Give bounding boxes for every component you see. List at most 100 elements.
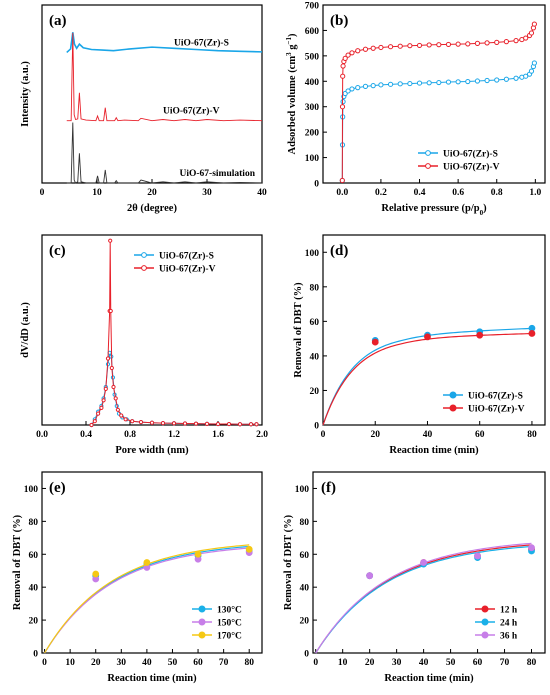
x-tick-label: 70 xyxy=(500,658,510,668)
data-point xyxy=(339,104,346,110)
panel-label: (b) xyxy=(330,13,348,29)
data-point xyxy=(378,82,384,88)
data-point xyxy=(426,42,432,48)
data-point xyxy=(342,55,348,62)
x-tick-label: 0 xyxy=(313,658,318,668)
x-tick-label: 40 xyxy=(419,658,429,668)
x-tick-label: 0.4 xyxy=(80,430,92,440)
x-tick-label: 0 xyxy=(40,188,45,198)
data-point xyxy=(215,421,221,427)
data-point xyxy=(237,422,243,427)
series-line xyxy=(66,122,263,184)
plot-frame xyxy=(312,471,546,654)
plot-frame xyxy=(41,4,263,184)
x-tick-label: 20 xyxy=(370,430,380,440)
legend-marker xyxy=(141,265,147,271)
data-point xyxy=(407,80,413,87)
y-axis-title: dV/dD (a.u.) xyxy=(20,302,31,358)
y-axis-title: Intensity (a.u.) xyxy=(20,61,31,127)
data-point xyxy=(101,398,106,403)
y-tick-label: 40 xyxy=(300,584,310,594)
panel-label: (d) xyxy=(330,243,348,259)
y-tick-label: 100 xyxy=(305,154,320,164)
data-point xyxy=(513,38,519,44)
y-tick-label: 300 xyxy=(305,103,320,113)
data-point xyxy=(370,45,376,51)
x-axis-title: Relative pressure (p/p0) xyxy=(381,203,487,217)
y-tick-label: 400 xyxy=(305,78,320,88)
y-axis-title: Removal of DBT (%) xyxy=(293,282,304,378)
x-axis-title: Pore width (nm) xyxy=(115,445,189,456)
data-point xyxy=(130,419,135,424)
series-label: UiO-67-simulation xyxy=(180,169,256,179)
x-tick-label: 80 xyxy=(527,658,537,668)
x-tick-label: 1.0 xyxy=(529,188,541,198)
legend-marker xyxy=(449,404,457,412)
data-point xyxy=(455,79,461,85)
plot-frame xyxy=(322,234,546,426)
x-tick-label: 2.0 xyxy=(256,430,268,440)
legend-entry: 130°C xyxy=(217,605,242,616)
x-tick-label: 0.8 xyxy=(124,430,136,440)
data-point xyxy=(474,78,481,84)
data-point xyxy=(436,42,442,48)
data-point xyxy=(474,40,481,46)
data-point xyxy=(103,386,108,391)
data-point xyxy=(193,421,199,426)
y-tick-label: 20 xyxy=(29,617,39,627)
panel-label: (c) xyxy=(49,243,66,259)
legend-entry: UiO-67(Zr)-S xyxy=(468,391,523,402)
data-point xyxy=(254,422,259,427)
panel-a: (a) 0 10 20 30 40 2θ (degree) Intensity (a.u.) U… xyxy=(20,4,267,214)
y-tick-label: 100 xyxy=(305,249,320,259)
data-point xyxy=(523,35,529,41)
x-tick-label: 20 xyxy=(365,658,375,668)
data-point xyxy=(160,421,166,426)
x-tick-label: 0 xyxy=(321,430,326,440)
data-point xyxy=(340,63,346,69)
y-tick-label: 100 xyxy=(24,485,39,495)
x-tick-label: 40 xyxy=(142,658,152,668)
x-tick-label: 1.6 xyxy=(212,430,224,440)
legend-marker xyxy=(425,163,431,169)
legend-entry: 36 h xyxy=(500,632,518,642)
legend-entry: 12 h xyxy=(500,606,518,616)
series-line xyxy=(66,32,263,122)
y-axis-title: Removal of DBT (%) xyxy=(283,514,294,610)
data-point xyxy=(182,421,188,426)
data-point xyxy=(349,50,355,56)
y-tick-label: 0 xyxy=(314,180,319,190)
data-point xyxy=(105,356,111,361)
data-point xyxy=(528,544,535,552)
x-tick-label: 30 xyxy=(117,658,127,668)
data-point xyxy=(378,44,384,51)
data-point xyxy=(465,78,471,85)
superscript: −1 xyxy=(285,37,293,45)
data-point xyxy=(531,60,537,66)
y-axis-title-end: ) xyxy=(287,33,298,37)
x-tick-label: 80 xyxy=(244,658,254,668)
y-tick-label: 20 xyxy=(310,387,320,397)
y-tick-label: 500 xyxy=(305,52,320,62)
data-point xyxy=(474,552,481,560)
plot-frame xyxy=(41,234,263,426)
data-point xyxy=(99,405,104,410)
data-point xyxy=(362,46,369,52)
data-point xyxy=(445,79,452,85)
legend-marker xyxy=(481,631,489,639)
legend-entry: 170°C xyxy=(217,631,242,642)
legend-entry: UiO-67(Zr)-S xyxy=(443,149,498,160)
y-tick-label: 0 xyxy=(314,422,319,432)
legend-entry: 150°C xyxy=(217,618,242,629)
data-point xyxy=(115,407,121,412)
legend: UiO-67(Zr)-S UiO-67(Zr)-V xyxy=(443,391,525,415)
data-point xyxy=(248,422,254,427)
x-tick-label: 50 xyxy=(168,658,178,668)
panel-c: (c) 0.0 0.4 0.8 1.2 1.6 2.0 Pore width (nm) dV/d… xyxy=(20,234,268,456)
y-tick-label: 0 xyxy=(33,650,38,660)
data-point xyxy=(143,559,151,566)
y-tick-label: 20 xyxy=(300,617,310,627)
y-tick-label: 200 xyxy=(305,129,320,139)
data-point xyxy=(108,308,113,314)
panel-d: (d) 0 20 40 60 80 0 20 40 60 80 100 Reaction time (m… xyxy=(293,234,546,456)
